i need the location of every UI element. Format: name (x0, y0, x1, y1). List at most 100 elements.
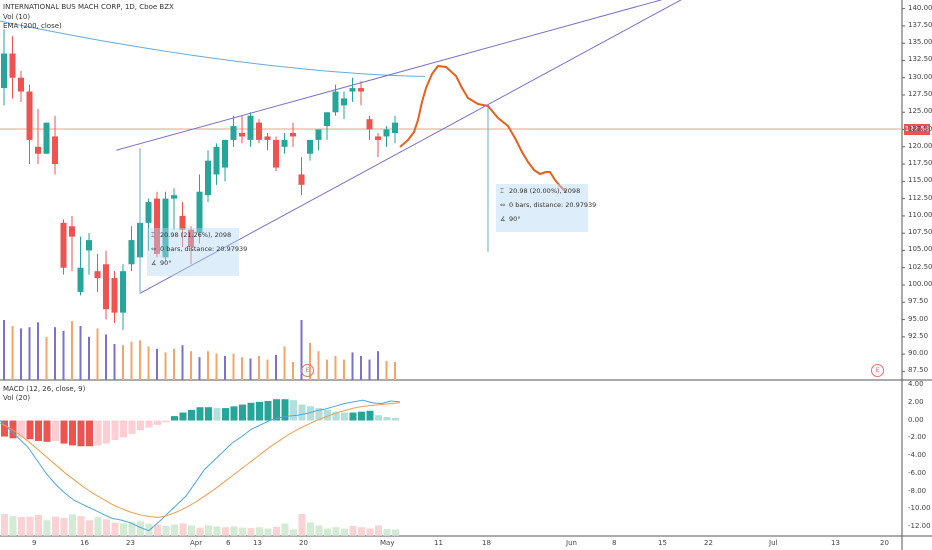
macd-histogram-bar (290, 400, 297, 421)
macd-histogram-bar (60, 420, 68, 444)
macd-histogram-bar (332, 411, 340, 421)
measure-distance: 0 bars, distance: 20.97939 (160, 245, 248, 253)
time-tick-label: Jul (769, 539, 778, 547)
candle-body (128, 240, 135, 265)
candle-body (366, 119, 373, 130)
lower-volume-bar (247, 528, 255, 536)
lower-volume-bar (341, 528, 348, 536)
lower-volume-bar (324, 528, 331, 536)
volume-bar (105, 334, 107, 380)
current-price-tag: 122.58 (904, 124, 930, 135)
price-tick-label: 125.00 (908, 107, 932, 116)
candle-body (383, 129, 390, 137)
volume-bar (292, 362, 294, 380)
macd-histogram-bar (171, 416, 178, 421)
lower-volume-bar (315, 525, 323, 536)
time-tick-label: Jun (566, 539, 577, 547)
macd-histogram-bar (52, 420, 59, 441)
measure-angle: 90° (160, 259, 172, 267)
lower-volume-bar (179, 523, 187, 536)
measure-box-2[interactable]: ⌶ 20.98 (20.00%), 2098 ⇔ 0 bars, distance:… (496, 184, 596, 232)
volume-bar (71, 321, 73, 380)
candle-body (145, 202, 152, 223)
macd-histogram-bar (103, 420, 110, 444)
macd-histogram-bar (137, 420, 144, 431)
lower-volume-bar (383, 528, 391, 536)
bars-range-icon: ⇔ (500, 201, 506, 209)
candle-body (315, 129, 322, 140)
measure-box-1[interactable]: ⌶ 20.98 (21.26%), 2098 ⇔ 0 bars, distance:… (147, 228, 247, 276)
candle-body (349, 88, 356, 92)
lower-volume-bar (222, 527, 229, 536)
candle-body (358, 88, 364, 92)
volume-bar (360, 356, 362, 380)
volume-bar (79, 326, 82, 380)
macd-histogram-bar (247, 402, 255, 421)
price-range-icon: ⌶ (151, 231, 155, 239)
volume-indicator-label: Vol (10) (3, 13, 31, 21)
macd-histogram-bar (94, 420, 102, 446)
candle-body (290, 133, 296, 137)
candle-body (86, 240, 92, 251)
volume-bar (156, 348, 158, 380)
lower-volume-bar (290, 529, 297, 536)
lower-volume-bar (298, 514, 306, 536)
macd-histogram-bar (120, 420, 127, 438)
volume-bar (190, 351, 192, 380)
measure-angle: 90° (509, 215, 521, 223)
price-tick-label: 90.00 (908, 349, 929, 358)
lower-volume-bar (103, 519, 110, 536)
macd-histogram-bar (26, 420, 34, 440)
time-tick-label: 6 (226, 539, 231, 547)
candle-body (213, 146, 220, 175)
volume-bar (309, 342, 311, 380)
macd-histogram-bar (43, 420, 51, 442)
candle-body (94, 271, 101, 279)
candle-body (111, 278, 118, 313)
macd-histogram-bar (256, 401, 263, 421)
lower-volume-bar (358, 527, 365, 536)
candle-body (230, 126, 237, 140)
time-tick-label: Apr (190, 539, 203, 547)
candle-body (239, 133, 245, 137)
volume-bar (258, 356, 260, 380)
macd-histogram-bar (392, 417, 399, 421)
volume-bar (28, 327, 31, 380)
candle-body (256, 122, 262, 140)
macd-histogram-bar (77, 420, 85, 447)
time-tick-label: 8 (612, 539, 617, 547)
volume-bar (394, 362, 396, 380)
candle-body (26, 91, 33, 140)
lower-volume-bar (111, 522, 119, 536)
volume-bar (37, 322, 39, 380)
lower-volume-bar (307, 522, 314, 536)
macd-histogram-bar (128, 420, 136, 434)
macd-histogram-bar (324, 409, 331, 421)
macd-histogram-bar (315, 408, 323, 421)
price-tick-label: 110.00 (908, 210, 932, 219)
price-tick-label: 92.50 (908, 331, 929, 340)
macd-histogram-bar (239, 404, 246, 421)
macd-histogram-bar (188, 409, 195, 421)
volume-bar (300, 320, 303, 380)
macd-histogram-bar (273, 399, 280, 421)
candle-body (103, 264, 109, 310)
lower-volume-bar (205, 525, 212, 536)
candle-body (179, 215, 186, 230)
signal-line (0, 402, 400, 518)
price-tick-label: 120.00 (908, 141, 932, 150)
ema-indicator-label: EMA (200, close) (3, 22, 62, 30)
volume-bar (283, 346, 286, 380)
earnings-event-icon[interactable]: E (871, 364, 884, 377)
time-tick-label: 18 (482, 539, 491, 547)
volume-bar (275, 354, 277, 380)
candle-body (154, 198, 160, 254)
lower-volume-bar (1, 514, 8, 536)
macd-histogram-bar (145, 420, 153, 428)
time-tick-label: 15 (658, 539, 667, 547)
volume-bar (113, 344, 116, 380)
measure-price: 20.98 (20.00%), 2098 (509, 187, 581, 195)
macd-tick-label: -4.00 (908, 451, 927, 460)
earnings-event-icon[interactable]: E (301, 364, 314, 377)
